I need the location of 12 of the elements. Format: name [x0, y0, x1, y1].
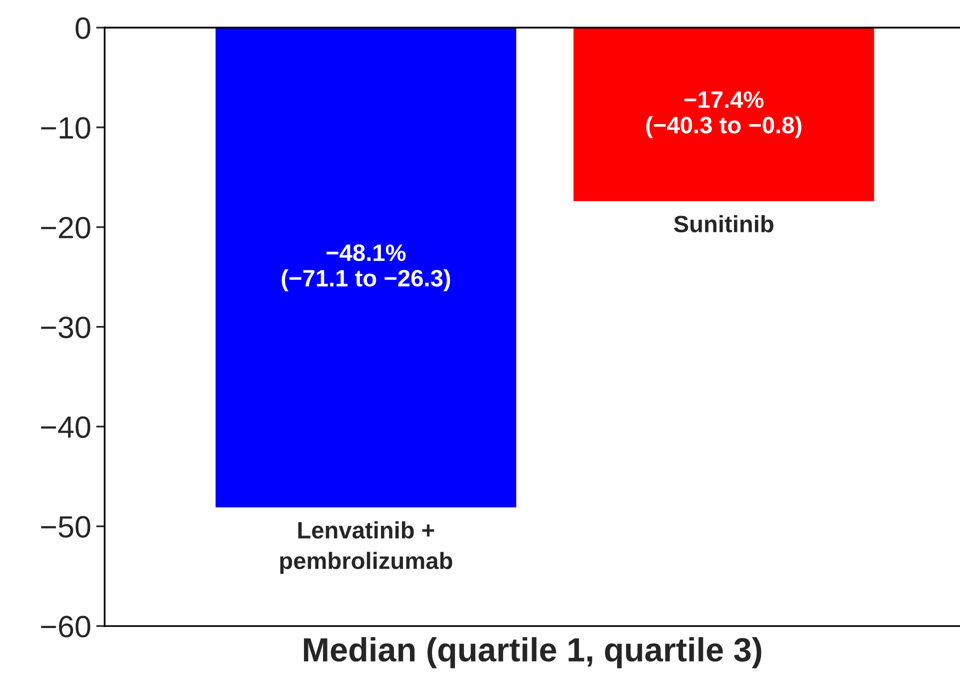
y-tick-label: −40 [41, 416, 90, 438]
x-axis-title: Median (quartile 1, quartile 3) [304, 637, 762, 668]
y-tick-label: −30 [41, 316, 90, 338]
y-tick-label: −50 [41, 516, 90, 538]
data-label: −48.1% (−71.1 to −26.3) [282, 244, 450, 292]
x-tick-label: Sunitinib [674, 215, 774, 232]
x-tick-label: Lenvatinib + pembrolizumab [280, 521, 452, 574]
y-tick-label: −10 [41, 117, 90, 139]
y-tick-label: −60 [41, 616, 90, 638]
data-label: −17.4% (−40.3 to −0.8) [646, 91, 802, 138]
y-tick-label: −20 [41, 216, 90, 238]
y-tick-label: 0 [76, 17, 90, 40]
